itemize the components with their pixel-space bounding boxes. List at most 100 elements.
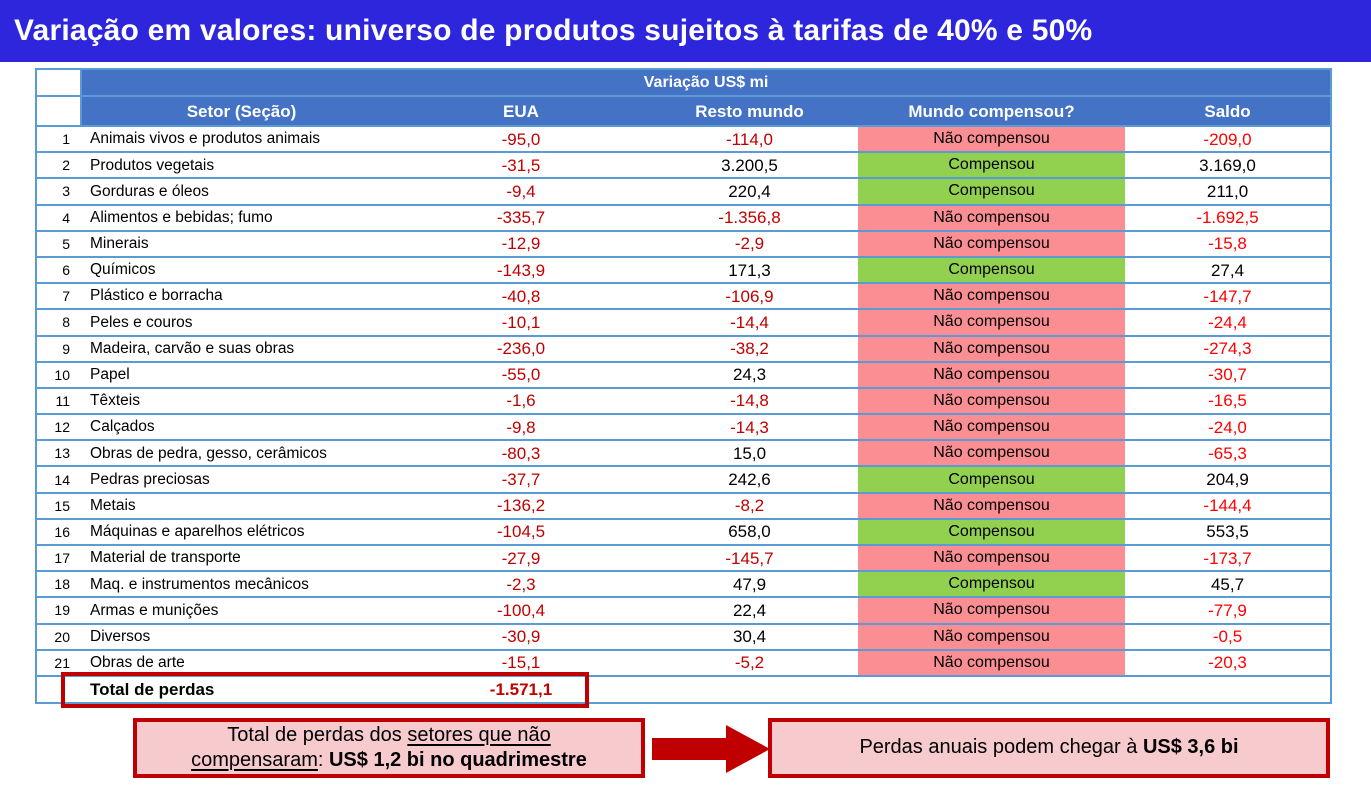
- cell-compensou: Não compensou: [858, 361, 1125, 388]
- cell-saldo: -15,8: [1208, 234, 1247, 254]
- cell-row-number: 21: [54, 654, 70, 671]
- cell-row-number: 20: [54, 628, 70, 645]
- table-row: 21 Obras de arte -15,1 -5,2 Não compensou -20…: [36, 649, 1332, 676]
- cell-eua: -30,9: [501, 627, 541, 647]
- cell-row-number: 14: [54, 471, 70, 488]
- cell-saldo: 204,9: [1206, 470, 1249, 490]
- cell-setor: Plástico e borracha: [90, 287, 223, 305]
- cell-setor: Madeira, carvão e suas obras: [90, 339, 295, 357]
- cell-setor: Diversos: [90, 627, 151, 645]
- cell-row-number: 16: [54, 523, 70, 540]
- callouts-row: Total de perdas dos setores que não comp…: [0, 712, 1371, 793]
- cell-eua: -95,0: [501, 129, 541, 149]
- cell-eua: -2,3: [506, 574, 536, 594]
- cell-row-number: 13: [54, 445, 70, 462]
- table-row: 2 Produtos vegetais -31,5 3.200,5 Compensou 3…: [36, 152, 1332, 179]
- cell-compensou: Compensou: [858, 178, 1125, 205]
- table-title-cell: Variação US$ mi: [81, 69, 1332, 96]
- cell-compensou: Não compensou: [858, 283, 1125, 310]
- callout-text-underlined: compensaram: [191, 748, 318, 771]
- cell-resto-mundo: 220,4: [728, 181, 771, 201]
- cell-compensou: Não compensou: [858, 440, 1125, 467]
- cell-eua: -55,0: [501, 365, 541, 385]
- cell-empty: [36, 676, 81, 703]
- right-arrow-icon: [650, 724, 770, 773]
- cell-row-number: 6: [62, 262, 70, 279]
- cell-row-number: 5: [62, 235, 70, 252]
- table-header-merged-row: Variação US$ mi: [36, 69, 1332, 96]
- cell-saldo: 27,4: [1210, 260, 1245, 280]
- cell-eua: -236,0: [496, 339, 546, 359]
- cell-compensou: Não compensou: [858, 204, 1125, 231]
- total-label: Total de perdas: [90, 679, 215, 699]
- page-title-bar: Variação em valores: universo de produto…: [0, 0, 1371, 62]
- cell-resto-mundo: -1.356,8: [718, 208, 781, 228]
- page-title: Variação em valores: universo de produto…: [14, 14, 1093, 47]
- col-header-eua: EUA: [401, 96, 641, 126]
- cell-compensou: Compensou: [858, 571, 1125, 598]
- cell-saldo: -24,4: [1208, 312, 1247, 332]
- table-row: 4 Alimentos e bebidas; fumo -335,7 -1.356,8…: [36, 204, 1332, 231]
- cell-resto-mundo: 30,4: [732, 627, 767, 647]
- cell-saldo: -65,3: [1208, 443, 1247, 463]
- cell-compensou: Não compensou: [858, 335, 1125, 362]
- cell-saldo: -24,0: [1208, 417, 1247, 437]
- cell-row-number: 11: [55, 392, 70, 409]
- cell-saldo: -274,3: [1203, 339, 1252, 359]
- cell-setor: Produtos vegetais: [90, 156, 215, 174]
- table-row: 3 Gorduras e óleos -9,4 220,4 Compensou 211,0: [36, 178, 1332, 205]
- cell-eua: -12,9: [501, 234, 541, 254]
- total-row: Total de perdas -1.571,1: [36, 676, 1332, 703]
- total-eua-value: -1.571,1: [489, 679, 553, 699]
- cell-compensou: Não compensou: [858, 414, 1125, 441]
- cell-compensou: Não compensou: [858, 492, 1125, 519]
- table-row: 10 Papel -55,0 24,3 Não compensou -30,7: [36, 361, 1332, 388]
- cell-setor: Gorduras e óleos: [90, 182, 209, 200]
- cell-eua: -143,9: [496, 260, 546, 280]
- col-header-saldo: Saldo: [1125, 96, 1332, 126]
- cell-eua: -104,5: [496, 522, 546, 542]
- table-row: 18 Maq. e instrumentos mecânicos -2,3 47,9 C…: [36, 571, 1332, 598]
- cell-setor: Maq. e instrumentos mecânicos: [90, 575, 309, 593]
- cell-resto-mundo: -114,0: [726, 129, 773, 149]
- cell-empty: [858, 676, 1125, 703]
- cell-compensou: Não compensou: [858, 387, 1125, 415]
- cell-saldo: -147,7: [1203, 286, 1252, 306]
- corner-cell: [36, 96, 82, 126]
- cell-row-number: 19: [54, 602, 70, 619]
- col-header-mundo-compensou: Mundo compensou?: [858, 96, 1125, 126]
- cell-saldo: -173,7: [1203, 548, 1252, 568]
- cell-saldo: -16,5: [1208, 391, 1247, 411]
- cell-row-number: 7: [62, 288, 70, 305]
- table-row: 13 Obras de pedra, gesso, cerâmicos -80,3 1…: [36, 440, 1332, 467]
- table-row: 16 Máquinas e aparelhos elétricos -104,5 65…: [36, 518, 1332, 545]
- cell-setor: Metais: [90, 496, 136, 514]
- cell-resto-mundo: 47,9: [732, 574, 767, 594]
- cell-row-number: 1: [62, 131, 70, 148]
- cell-compensou: Não compensou: [858, 309, 1125, 336]
- cell-setor: Animais vivos e produtos animais: [90, 130, 321, 148]
- cell-row-number: 3: [62, 183, 70, 200]
- table-row: 20 Diversos -30,9 30,4 Não compensou -0,5: [36, 623, 1332, 650]
- cell-compensou: Compensou: [858, 466, 1125, 493]
- cell-eua: -9,8: [506, 417, 536, 437]
- cell-saldo: 3.169,0: [1199, 155, 1256, 175]
- arrow-head: [726, 724, 770, 773]
- annual-losses-callout-box: Perdas anuais podem chegar à US$ 3,6 bi: [768, 717, 1330, 778]
- cell-resto-mundo: 171,3: [728, 260, 771, 280]
- cell-row-number: 15: [54, 497, 70, 514]
- cell-saldo: -209,0: [1203, 129, 1252, 149]
- table-row: 5 Minerais -12,9 -2,9 Não compensou -15,8: [36, 230, 1332, 257]
- callout-text-plain: :: [317, 748, 329, 771]
- table-row: 17 Material de transporte -27,9 -145,7 Não c…: [36, 545, 1332, 572]
- cell-saldo: 211,0: [1206, 181, 1249, 201]
- cell-resto-mundo: 658,0: [728, 522, 771, 542]
- cell-eua: -80,3: [501, 443, 541, 463]
- annual-losses-callout-text: Perdas anuais podem chegar à US$ 3,6 bi: [859, 735, 1238, 760]
- table-row: 11 Têxteis -1,6 -14,8 Não compensou -16,5: [36, 387, 1332, 415]
- table-row: 9 Madeira, carvão e suas obras -236,0 -38,2…: [36, 335, 1332, 362]
- col-header-setor: Setor (Seção): [81, 96, 401, 126]
- cell-resto-mundo: 242,6: [728, 470, 771, 490]
- cell-eua: -27,9: [501, 548, 541, 568]
- callout-text-bold: US$ 1,2 bi no quadrimestre: [328, 748, 587, 771]
